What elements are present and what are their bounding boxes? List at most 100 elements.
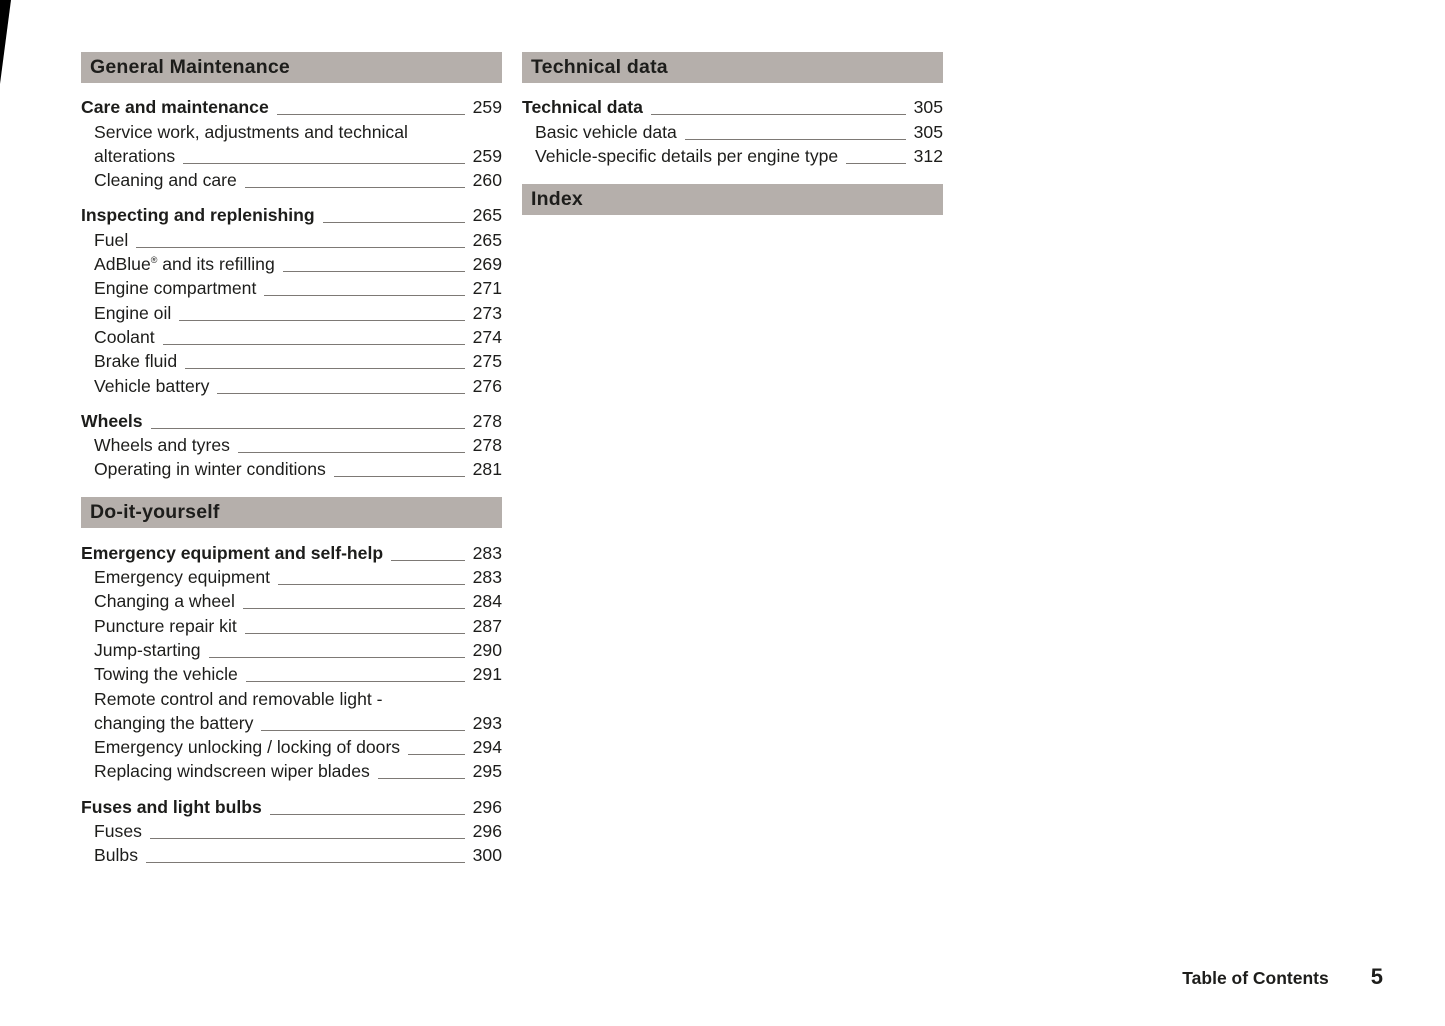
leader-line: [183, 162, 465, 164]
toc-entry-page-number: 265: [472, 205, 502, 226]
leader-line: [245, 681, 465, 683]
toc-entry-line: Basic vehicle data 305: [522, 118, 943, 142]
toc-entry-line: changing the battery 293: [81, 710, 502, 734]
toc-entry-label: Basic vehicle data: [535, 121, 677, 142]
leader-line: [408, 754, 465, 756]
toc-entry-page-number: 271: [472, 278, 502, 299]
toc-entry-line: Fuses and light bulbs 296: [81, 793, 502, 817]
toc-entry-page-number: 294: [472, 737, 502, 758]
toc-entry-label: Fuel: [94, 229, 129, 250]
leader-line: [146, 862, 465, 864]
toc-entry-line: Care and maintenance 259: [81, 94, 502, 118]
toc-entry-line: Engine compartment 271: [81, 275, 502, 299]
toc-group: Technical data 305 Basic vehicle data 305 Ve…: [522, 94, 943, 167]
toc-entry-line: Fuses 296: [81, 818, 502, 842]
toc-entry-line: Fuel 265: [81, 226, 502, 250]
toc-group: Fuses and light bulbs 296 Fuses 296 Bulbs 300: [81, 793, 502, 866]
toc-entry-line: Emergency equipment and self-help 283: [81, 539, 502, 563]
toc-entry-page-number: 265: [472, 229, 502, 250]
toc-entry-line: AdBlue® and its refilling 269: [81, 251, 502, 275]
toc-entry-line: Emergency unlocking / locking of doors 29…: [81, 734, 502, 758]
registered-trademark-symbol: ®: [150, 255, 158, 266]
toc-entry-label: Cleaning and care: [94, 170, 237, 191]
leader-line: [179, 319, 465, 321]
leader-line: [282, 271, 465, 273]
toc-column-left: General Maintenance Care and maintenance 2…: [81, 52, 502, 866]
toc-entry-label: Fuses and light bulbs: [81, 796, 262, 817]
toc-entry-label: alterations: [94, 145, 176, 166]
section-header-bar: Do-it-yourself: [81, 497, 502, 529]
leader-line: [244, 187, 465, 189]
leader-line: [846, 162, 906, 164]
toc-entry-line: Brake fluid 275: [81, 348, 502, 372]
leader-line: [150, 427, 465, 429]
toc-entry-line: Engine oil 273: [81, 299, 502, 323]
leader-line: [269, 813, 465, 815]
toc-entry-page-number: 283: [472, 542, 502, 563]
footer-title: Table of Contents: [1182, 968, 1329, 988]
toc-entry-line: Inspecting and replenishing 265: [81, 202, 502, 226]
toc-entry-label: changing the battery: [94, 712, 254, 733]
toc-entry-line: Remote control and removable light -: [81, 685, 502, 709]
toc-entry-label: Emergency unlocking / locking of doors: [94, 737, 401, 758]
section-header-title: Do-it-yourself: [90, 501, 220, 524]
toc-entry-label: Towing the vehicle: [94, 664, 238, 685]
toc-entry-page-number: 283: [472, 567, 502, 588]
leader-line: [217, 392, 465, 394]
toc-entry-label: Remote control and removable light -: [94, 688, 383, 709]
toc-entry-page-number: 274: [472, 326, 502, 347]
toc-entry-page-number: 305: [913, 97, 943, 118]
section-header-title: Index: [531, 187, 583, 210]
toc-entry-label: Vehicle-specific details per engine type: [535, 145, 839, 166]
toc-group: Wheels 278 Wheels and tyres 278 Operating in…: [81, 408, 502, 481]
toc-group: Inspecting and replenishing 265 Fuel 265 AdB…: [81, 202, 502, 396]
toc-entry-page-number: 293: [472, 712, 502, 733]
leader-line: [242, 608, 465, 610]
leader-line: [276, 114, 465, 116]
toc-entry-line: Emergency equipment 283: [81, 564, 502, 588]
leader-line: [391, 559, 465, 561]
toc-entry-label: Fuses: [94, 821, 142, 842]
toc-entry-label: Brake fluid: [94, 351, 178, 372]
section-header-bar: Technical data: [522, 52, 943, 83]
toc-entry-line: Vehicle-specific details per engine type…: [522, 143, 943, 167]
toc-entry-label: Emergency equipment: [94, 567, 271, 588]
toc-entry-page-number: 296: [472, 796, 502, 817]
toc-entry-line: Puncture repair kit 287: [81, 612, 502, 636]
leader-line: [162, 343, 465, 345]
toc-entry-label: Engine compartment: [94, 278, 257, 299]
section-header-bar: Index: [522, 183, 943, 215]
page-footer: Table of Contents 5: [1182, 964, 1383, 990]
toc-entry-page-number: 287: [472, 615, 502, 636]
section-header-title: General Maintenance: [90, 56, 290, 78]
toc-entry-line: Service work, adjustments and technical: [81, 118, 502, 142]
leader-line: [237, 452, 465, 454]
toc-entry-label: Technical data: [522, 97, 643, 118]
toc-entry-label: Operating in winter conditions: [94, 459, 326, 480]
toc-entry-page-number: 276: [472, 375, 502, 396]
leader-line: [322, 222, 465, 224]
toc-entry-label: Vehicle battery: [94, 375, 210, 396]
toc-group: Emergency equipment and self-help 283 Emer…: [81, 539, 502, 782]
toc-entry-page-number: 273: [472, 302, 502, 323]
toc-entry-line: Bulbs 300: [81, 842, 502, 866]
leader-line: [244, 632, 465, 634]
toc-entry-line: Vehicle battery 276: [81, 372, 502, 396]
toc-entry-label: Engine oil: [94, 302, 172, 323]
toc-entry-line: Jump-starting 290: [81, 637, 502, 661]
toc-entry-line: Wheels 278: [81, 408, 502, 432]
toc-entry-label: Inspecting and replenishing: [81, 205, 315, 226]
toc-entry-page-number: 305: [913, 121, 943, 142]
toc-entry-page-number: 278: [472, 435, 502, 456]
toc-entry-line: Cleaning and care 260: [81, 167, 502, 191]
toc-entry-page-number: 295: [472, 761, 502, 782]
toc-entry-label: Coolant: [94, 326, 155, 347]
toc-entry-page-number: 259: [472, 145, 502, 166]
leader-line: [208, 656, 465, 658]
toc-entry-line: Towing the vehicle 291: [81, 661, 502, 685]
toc-column-right: Technical data Technical data 305 Basic veh…: [522, 52, 943, 215]
toc-entry-label: Care and maintenance: [81, 97, 269, 118]
toc-entry-line: Operating in winter conditions 281: [81, 456, 502, 480]
section-header-title: Technical data: [531, 56, 668, 78]
